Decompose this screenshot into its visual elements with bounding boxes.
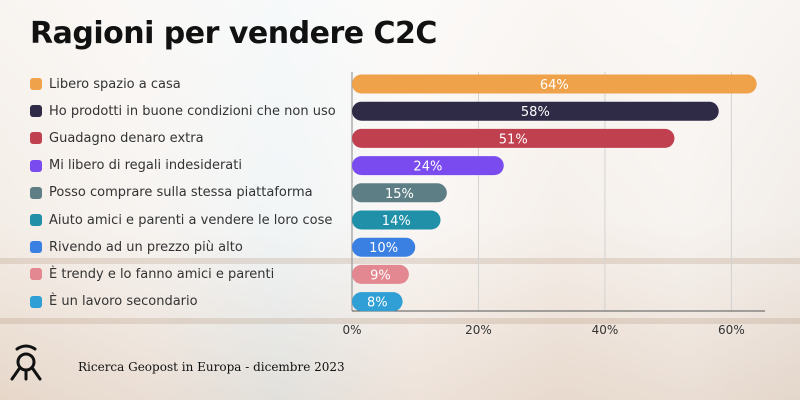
legend-swatch [30, 186, 42, 199]
legend-item: Guadagno denaro extra [30, 128, 204, 148]
legend-swatch [30, 295, 42, 308]
legend-item: Mi libero di regali indesiderati [30, 156, 242, 176]
legend-label: Mi libero di regali indesiderati [49, 158, 242, 174]
page-title: Ragioni per vendere C2C [30, 16, 437, 51]
source-note: Ricerca Geopost in Europa - dicembre 202… [78, 360, 345, 374]
legend-item: Rivendo ad un prezzo più alto [30, 237, 243, 257]
legend-swatch [30, 132, 42, 145]
legend-swatch [30, 159, 42, 172]
legend-item: Libero spazio a casa [30, 74, 181, 94]
legend-item: Ho prodotti in buone condizioni che non … [30, 101, 336, 121]
legend-label: È un lavoro secondario [49, 294, 198, 310]
legend-label: È trendy e lo fanno amici e parenti [49, 266, 275, 282]
legend-swatch [30, 105, 42, 118]
x-tick-label: 0% [342, 323, 361, 337]
legend-label: Libero spazio a casa [49, 76, 181, 92]
bar-value-label: 9% [370, 268, 391, 283]
bar-value-label: 64% [540, 78, 569, 93]
legend-label: Guadagno denaro extra [49, 130, 204, 146]
bar-value-label: 24% [413, 160, 442, 175]
legend-label: Ho prodotti in buone condizioni che non … [49, 103, 336, 119]
legend-swatch [30, 241, 42, 254]
bar-value-label: 14% [382, 214, 411, 229]
bar-value-label: 8% [367, 296, 388, 311]
geopost-logo-icon [10, 344, 42, 381]
bar [352, 210, 441, 230]
bar [352, 156, 504, 176]
bar-value-label: 51% [499, 132, 528, 147]
bar [352, 101, 719, 121]
bar-value-label: 10% [369, 241, 398, 256]
bar [352, 237, 416, 257]
legend-item: Aiuto amici e parenti a vendere le loro … [30, 210, 332, 230]
x-tick-label: 40% [592, 323, 619, 337]
bar-value-label: 15% [385, 187, 414, 202]
legend-item: Posso comprare sulla stessa piattaforma [30, 183, 313, 203]
legend-label: Rivendo ad un prezzo più alto [49, 239, 243, 255]
legend-item: È trendy e lo fanno amici e parenti [30, 264, 274, 284]
legend-swatch [30, 78, 42, 90]
legend-label: Aiuto amici e parenti a vendere le loro … [49, 212, 333, 228]
x-tick-label: 60% [718, 323, 745, 337]
background-shelf [0, 258, 800, 264]
legend-item: È un lavoro secondario [30, 292, 198, 312]
legend-swatch [30, 268, 42, 281]
bar [352, 183, 447, 203]
bar [352, 264, 409, 284]
background-shelf [0, 318, 800, 324]
legend-label: Posso comprare sulla stessa piattaforma [49, 185, 313, 201]
x-tick-label: 20% [465, 323, 492, 337]
bar [352, 128, 675, 148]
bar-value-label: 58% [521, 105, 550, 120]
legend-swatch [30, 214, 42, 226]
bar [352, 74, 757, 94]
bar [352, 292, 403, 312]
